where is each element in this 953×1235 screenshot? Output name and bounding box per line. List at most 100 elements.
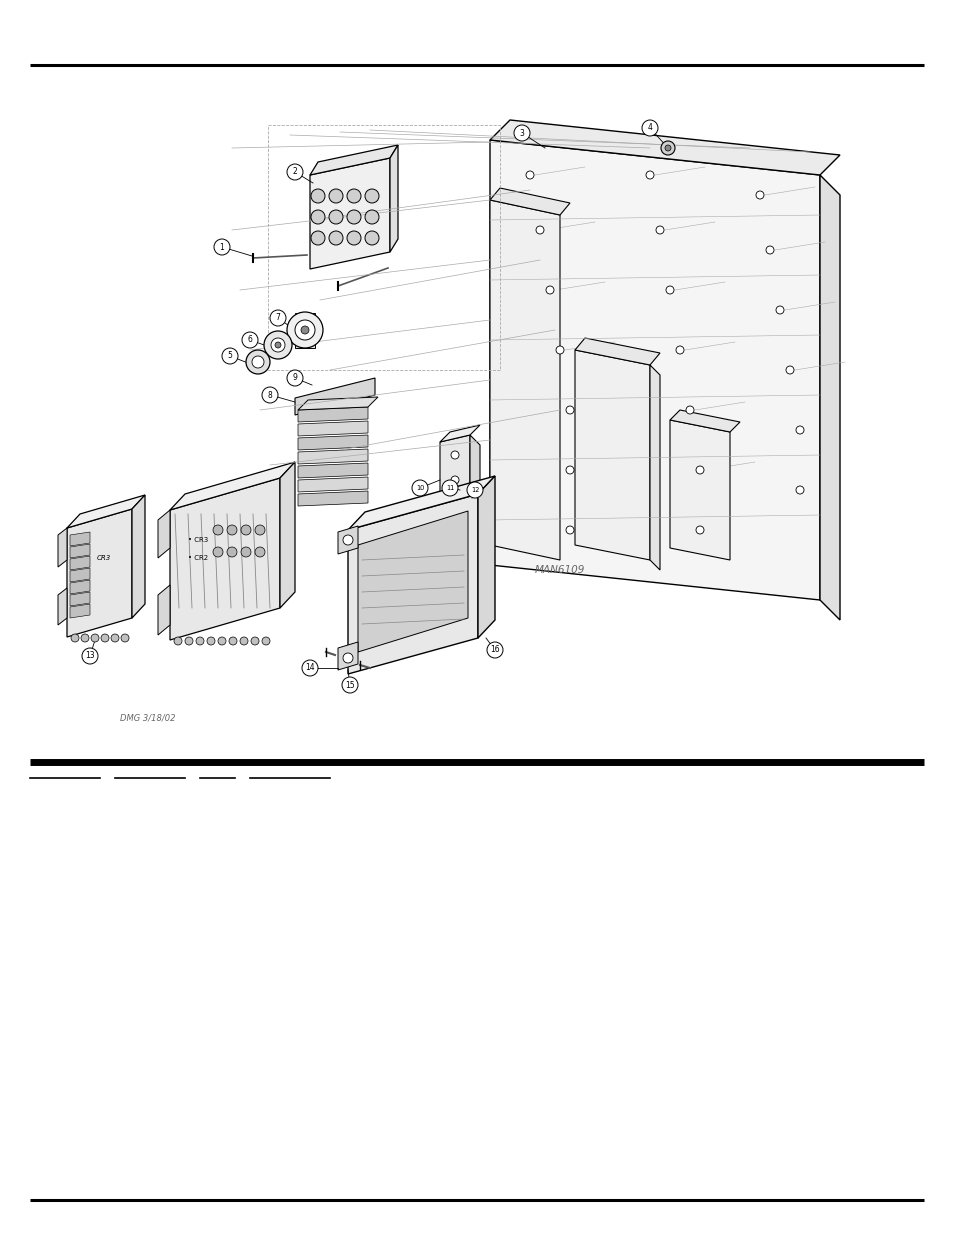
- Polygon shape: [575, 350, 649, 559]
- Circle shape: [311, 210, 325, 224]
- Polygon shape: [294, 312, 314, 348]
- Polygon shape: [297, 435, 368, 450]
- Circle shape: [301, 326, 309, 333]
- Circle shape: [271, 338, 285, 352]
- Circle shape: [213, 525, 223, 535]
- Circle shape: [227, 525, 236, 535]
- Polygon shape: [390, 144, 397, 252]
- Circle shape: [365, 210, 378, 224]
- Polygon shape: [297, 450, 368, 464]
- Circle shape: [329, 189, 343, 203]
- Circle shape: [213, 547, 223, 557]
- Circle shape: [755, 191, 763, 199]
- Text: 3: 3: [519, 128, 524, 137]
- Text: 11: 11: [445, 485, 454, 492]
- Circle shape: [101, 634, 109, 642]
- Circle shape: [665, 287, 673, 294]
- Circle shape: [241, 525, 251, 535]
- Circle shape: [775, 306, 783, 314]
- Circle shape: [294, 320, 314, 340]
- Polygon shape: [297, 477, 368, 492]
- Circle shape: [240, 637, 248, 645]
- Polygon shape: [70, 592, 90, 606]
- Polygon shape: [490, 140, 820, 600]
- Circle shape: [287, 164, 303, 180]
- Polygon shape: [348, 494, 477, 674]
- Polygon shape: [70, 568, 90, 582]
- Polygon shape: [70, 556, 90, 571]
- Circle shape: [685, 406, 693, 414]
- Polygon shape: [58, 588, 67, 625]
- Polygon shape: [477, 475, 495, 638]
- Polygon shape: [649, 366, 659, 571]
- Circle shape: [82, 648, 98, 664]
- Circle shape: [795, 426, 803, 433]
- Circle shape: [121, 634, 129, 642]
- Circle shape: [565, 466, 574, 474]
- Polygon shape: [348, 475, 495, 530]
- Polygon shape: [297, 463, 368, 478]
- Polygon shape: [67, 495, 145, 529]
- Polygon shape: [132, 495, 145, 618]
- Polygon shape: [170, 478, 280, 640]
- Circle shape: [242, 332, 257, 348]
- Circle shape: [254, 547, 265, 557]
- Circle shape: [343, 535, 353, 545]
- Circle shape: [185, 637, 193, 645]
- Circle shape: [254, 525, 265, 535]
- Polygon shape: [357, 511, 468, 652]
- Polygon shape: [470, 435, 479, 508]
- Circle shape: [195, 637, 204, 645]
- Circle shape: [287, 312, 323, 348]
- Circle shape: [467, 482, 482, 498]
- Circle shape: [341, 677, 357, 693]
- Circle shape: [347, 210, 360, 224]
- Polygon shape: [337, 642, 357, 671]
- Circle shape: [287, 370, 303, 387]
- Circle shape: [241, 547, 251, 557]
- Circle shape: [311, 189, 325, 203]
- Circle shape: [795, 487, 803, 494]
- Polygon shape: [439, 425, 479, 442]
- Polygon shape: [820, 175, 840, 620]
- Circle shape: [218, 637, 226, 645]
- Circle shape: [645, 170, 654, 179]
- Circle shape: [227, 547, 236, 557]
- Polygon shape: [297, 408, 368, 422]
- Circle shape: [302, 659, 317, 676]
- Polygon shape: [158, 585, 170, 635]
- Circle shape: [222, 348, 237, 364]
- Circle shape: [451, 451, 458, 459]
- Polygon shape: [70, 543, 90, 558]
- Polygon shape: [310, 158, 390, 269]
- Text: DMG 3/18/02: DMG 3/18/02: [120, 714, 175, 722]
- Text: • CR2: • CR2: [188, 555, 208, 561]
- Polygon shape: [310, 144, 397, 175]
- Polygon shape: [439, 435, 470, 505]
- Circle shape: [525, 170, 534, 179]
- Circle shape: [81, 634, 89, 642]
- Circle shape: [765, 246, 773, 254]
- Circle shape: [252, 356, 264, 368]
- Text: 5: 5: [228, 352, 233, 361]
- Polygon shape: [70, 580, 90, 594]
- Circle shape: [270, 310, 286, 326]
- Circle shape: [641, 120, 658, 136]
- Polygon shape: [297, 421, 368, 436]
- Circle shape: [251, 637, 258, 645]
- Text: 10: 10: [416, 485, 424, 492]
- Circle shape: [664, 144, 670, 151]
- Circle shape: [173, 637, 182, 645]
- Polygon shape: [70, 532, 90, 546]
- Circle shape: [365, 231, 378, 245]
- Circle shape: [365, 189, 378, 203]
- Circle shape: [514, 125, 530, 141]
- Text: 16: 16: [490, 646, 499, 655]
- Circle shape: [785, 366, 793, 374]
- Text: MAN6109: MAN6109: [535, 564, 585, 576]
- Text: 4: 4: [647, 124, 652, 132]
- Polygon shape: [669, 420, 729, 559]
- Text: 2: 2: [293, 168, 297, 177]
- Circle shape: [347, 189, 360, 203]
- Polygon shape: [294, 378, 375, 415]
